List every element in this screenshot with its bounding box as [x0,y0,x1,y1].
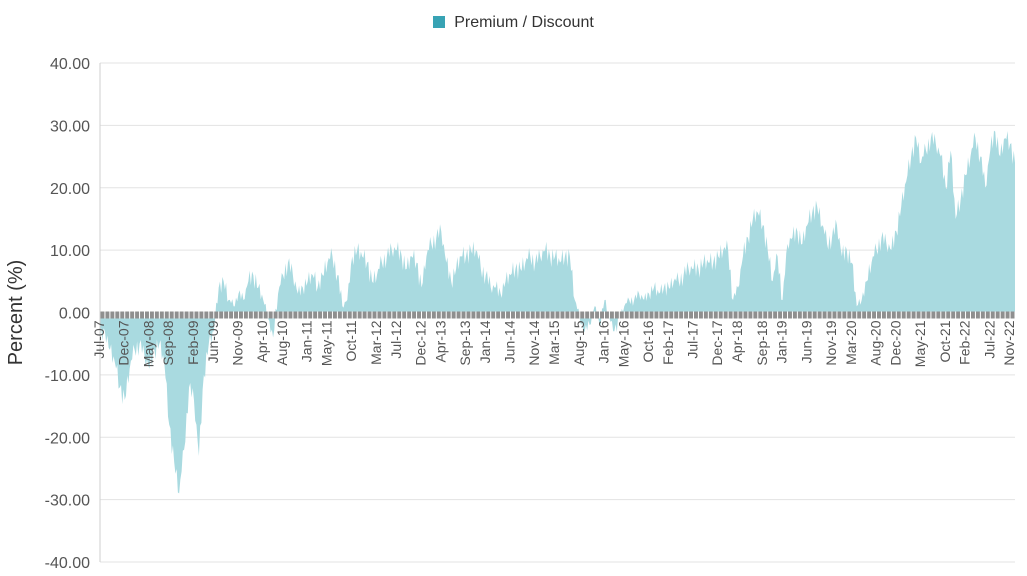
x-tick-label: Mar-20 [843,320,859,365]
x-tick-label: Jul-07 [91,320,107,358]
y-tick-label: -10.00 [45,368,90,385]
x-tick-label: Oct-11 [343,320,359,361]
y-axis: 40.00 30.00 20.00 10.00 0.00 -10.00 -20.00 -30.… [45,56,101,572]
x-tick-label: Jan-16 [596,320,612,363]
x-tick-label: May-21 [912,320,928,367]
x-tick-label: Dec-17 [709,320,725,365]
y-tick-label: 30.00 [50,118,90,135]
y-tick-label: -30.00 [45,493,90,510]
x-tick-label: Jan-14 [477,320,493,363]
x-tick-label: Sep-18 [754,320,770,365]
x-tick-label: Jun-14 [502,320,518,363]
x-tick-label: Sep-13 [457,320,473,365]
x-tick-label: May-11 [319,320,335,366]
x-tick-label: Aug-10 [274,320,290,365]
x-tick-label: Oct-21 [937,320,953,362]
x-tick-label: May-08 [141,320,157,367]
x-tick-label: Jul-12 [388,320,404,358]
y-tick-label: 10.00 [50,243,90,260]
y-tick-label: 20.00 [50,181,90,198]
x-tick-label: Apr-10 [254,320,270,362]
x-tick-label: Jul-17 [685,320,701,358]
x-tick-label: Aug-15 [571,320,587,365]
x-tick-label: Feb-09 [185,320,201,365]
x-tick-label: Oct-16 [640,320,656,362]
zero-baseline-band [99,311,1016,319]
chart-legend[interactable]: Premium / Discount [0,14,1027,32]
y-tick-label: -20.00 [45,430,90,447]
x-tick-label: Aug-20 [868,320,884,365]
x-tick-label: Feb-22 [957,320,973,365]
x-tick-label: Jun-19 [798,320,814,363]
x-tick-label: Apr-13 [432,320,448,362]
x-tick-label: Dec-20 [887,320,903,365]
x-tick-label: Nov-22 [1001,320,1017,365]
x-tick-label: Jan-19 [774,320,790,363]
x-tick-label: Nov-09 [230,320,246,365]
x-tick-label: Dec-12 [413,320,429,365]
zero-band [100,311,1015,319]
x-tick-label: Feb-17 [660,320,676,365]
x-tick-label: Jun-09 [205,320,221,363]
x-tick-label: Mar-12 [368,320,384,365]
legend-label: Premium / Discount [454,14,594,31]
legend-swatch [433,16,446,28]
grid-lines [100,62,1015,563]
x-tick-label: Sep-08 [160,320,176,365]
x-tick-label: Apr-18 [729,320,745,362]
x-axis: Jul-07 Dec-07 May-08 Sep-08 Feb-09 Jun-09 Nov-… [91,320,1017,367]
x-tick-label: Nov-14 [526,320,542,365]
x-tick-label: Mar-15 [546,320,562,365]
x-tick-label: May-16 [615,320,631,367]
x-tick-label: Jul-22 [981,320,997,358]
y-tick-label: 0.00 [59,306,90,323]
y-tick-label: 40.00 [50,56,90,73]
y-tick-label: -40.00 [45,555,90,572]
y-axis-title: Percent (%) [5,260,27,366]
x-tick-label: Nov-19 [823,320,839,365]
x-tick-label: Dec-07 [116,320,132,365]
x-tick-label: Jan-11 [299,320,315,362]
